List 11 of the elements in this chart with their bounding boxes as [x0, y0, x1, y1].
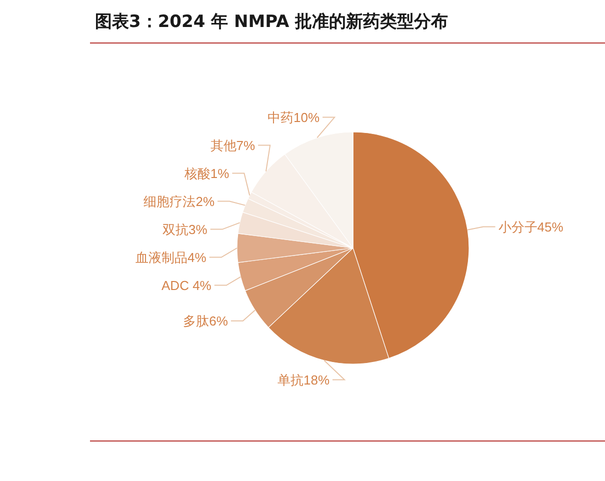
slice-label: 双抗3%: [162, 222, 208, 237]
slice-label: 其他7%: [210, 138, 256, 153]
slice-label: 多肽6%: [183, 313, 228, 328]
slice-label: 核酸1%: [183, 166, 230, 181]
slice-label: 血液制品4%: [136, 250, 207, 265]
slice-label: 细胞疗法2%: [144, 194, 215, 209]
slice-label: ADC 4%: [162, 278, 212, 293]
slice-label: 单抗18%: [277, 372, 330, 388]
slice-label: 小分子45%: [498, 219, 564, 234]
slice-label: 中药10%: [268, 110, 320, 125]
chart-title: 图表3：2024 年 NMPA 批准的新药类型分布: [95, 12, 448, 32]
